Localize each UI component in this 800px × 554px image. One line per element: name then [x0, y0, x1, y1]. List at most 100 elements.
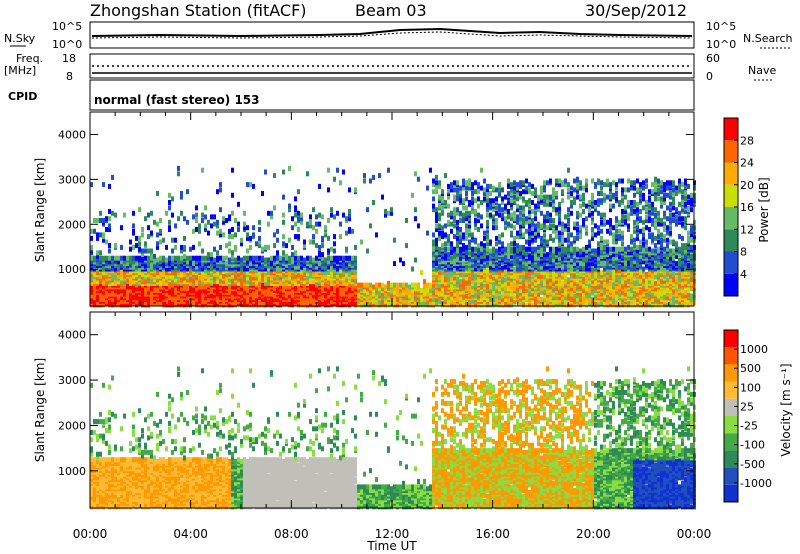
power-cell	[465, 216, 468, 222]
power-cell	[561, 198, 564, 204]
power-cell	[405, 243, 408, 249]
power-cell	[528, 298, 531, 304]
power-cell	[462, 246, 465, 252]
power-cell	[333, 248, 336, 254]
power-cell	[222, 264, 225, 270]
power-cell	[534, 210, 537, 216]
power-cell	[441, 198, 444, 204]
power-cell	[519, 194, 522, 200]
power-cell	[375, 282, 378, 288]
power-cell	[165, 291, 168, 297]
power-cell	[504, 203, 507, 209]
power-cell	[576, 221, 579, 227]
power-cell	[477, 182, 480, 188]
power-cell	[534, 227, 537, 232]
power-cell	[435, 275, 438, 281]
power-cell	[462, 243, 465, 249]
power-cell	[582, 218, 585, 223]
power-cell	[342, 264, 345, 270]
power-cell	[189, 268, 192, 274]
power-cell	[552, 198, 555, 204]
power-cell	[225, 255, 228, 261]
power-cell	[129, 298, 132, 304]
power-cell	[252, 271, 255, 277]
power-cell	[426, 185, 429, 191]
power-cell	[477, 196, 480, 202]
power-cell	[522, 189, 525, 195]
power-cell	[456, 264, 459, 270]
power-cell	[468, 185, 471, 191]
power-cell	[327, 167, 330, 173]
power-cell	[417, 223, 420, 229]
power-cell	[510, 246, 513, 252]
power-cell	[522, 232, 525, 238]
power-cell	[339, 286, 342, 292]
power-cell	[348, 270, 351, 276]
power-cell	[321, 235, 324, 241]
power-cell	[291, 252, 294, 258]
power-cell	[174, 223, 177, 229]
power-cell	[354, 270, 357, 276]
power-cell	[312, 282, 315, 288]
power-cell	[543, 246, 546, 252]
power-cell	[540, 223, 543, 229]
power-cell	[477, 246, 480, 252]
power-cell	[567, 194, 570, 200]
power-cell	[432, 252, 435, 258]
power-cell	[90, 235, 93, 241]
power-cell	[522, 253, 525, 259]
power-cell	[216, 230, 219, 236]
power-cell	[135, 298, 138, 304]
power-cell	[249, 235, 252, 241]
power-cell	[99, 282, 102, 288]
power-cell	[543, 194, 546, 200]
power-cell	[489, 277, 492, 283]
power-cell	[492, 185, 495, 191]
power-cell	[540, 264, 543, 270]
power-cell	[498, 295, 501, 301]
power-cell	[363, 282, 366, 288]
power-cell	[168, 225, 171, 231]
power-cell	[99, 259, 102, 265]
power-cell	[165, 210, 168, 216]
power-cell	[510, 273, 513, 279]
power-cell	[549, 246, 552, 252]
power-cell	[495, 248, 498, 254]
power-cell	[486, 262, 489, 268]
power-cell	[588, 298, 591, 304]
power-cell	[120, 275, 123, 281]
power-cell	[552, 257, 555, 263]
power-cell	[348, 209, 351, 214]
power-cell	[456, 210, 459, 216]
power-cell	[267, 244, 270, 250]
power-cell	[429, 167, 432, 173]
power-cell	[549, 178, 552, 184]
power-cell	[183, 235, 186, 241]
power-cell	[129, 246, 132, 252]
power-cell	[453, 279, 456, 285]
power-cell	[504, 280, 507, 286]
power-cell	[309, 255, 312, 261]
power-cell	[240, 241, 243, 247]
power-cell	[507, 253, 510, 259]
power-cell	[555, 234, 558, 240]
power-cell	[438, 230, 441, 236]
power-cell	[489, 259, 492, 265]
power-cell	[489, 183, 492, 189]
power-cell	[294, 234, 297, 240]
power-cell	[456, 180, 459, 186]
power-cell	[441, 291, 444, 297]
power-cell	[132, 210, 135, 216]
power-cell	[156, 232, 159, 238]
power-cell	[345, 216, 348, 222]
power-cell	[576, 227, 579, 232]
power-cell	[537, 244, 540, 250]
power-cell	[486, 219, 489, 225]
power-cell	[561, 239, 564, 245]
power-cell	[351, 255, 354, 261]
power-cell	[579, 203, 582, 209]
power-cell	[510, 182, 513, 188]
power-cell	[498, 239, 501, 245]
power-cell	[111, 210, 114, 216]
power-cell	[522, 218, 525, 223]
